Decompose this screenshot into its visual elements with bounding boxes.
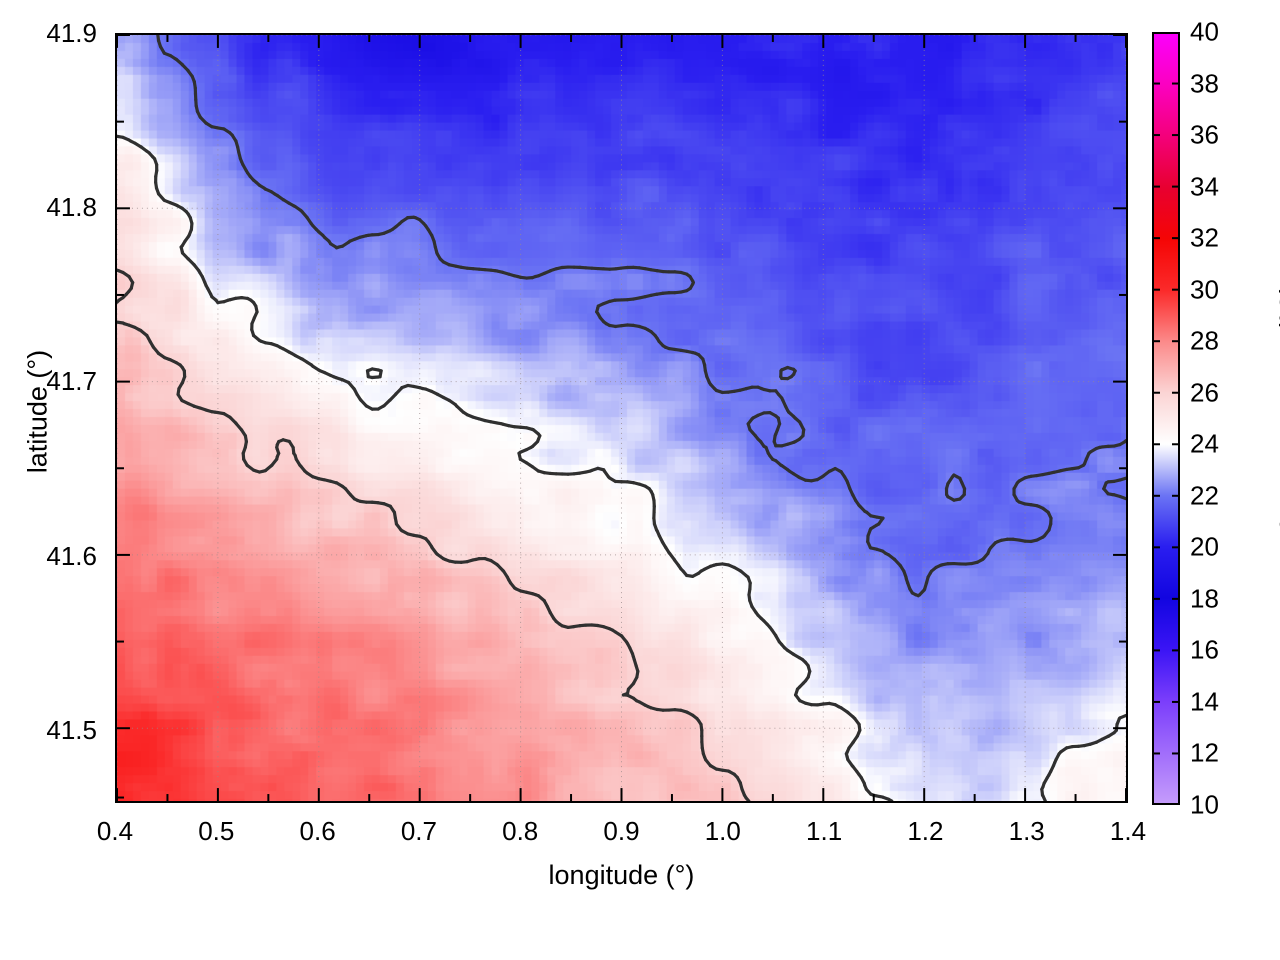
x-tick-label: 0.7 [400,816,437,846]
x-axis-label: longitude (°) [548,860,695,890]
colorbar-tick-label: 24 [1190,428,1219,459]
plot-area [115,33,1128,803]
colorbar-label: 50m-temperature (°C) [1274,284,1280,547]
colorbar-gradient [1152,32,1180,805]
colorbar-tick-label: 14 [1190,686,1219,717]
gridlines [117,35,1126,801]
colorbar [1152,32,1180,805]
y-tick-label: 41.9 [46,18,97,48]
x-tick-label: 1.4 [1109,816,1147,846]
x-tick-label: 1.2 [907,816,944,846]
contour-lines [117,35,1126,801]
x-tick-label: 1.3 [1008,816,1045,846]
y-axis-label: latitude (°) [22,349,53,474]
y-tick-label: 41.8 [46,192,97,223]
x-tick-label: 0.8 [502,816,539,846]
colorbar-tick-label: 28 [1190,325,1219,356]
colorbar-tick-label: 20 [1190,531,1219,562]
colorbar-tick-label: 34 [1190,171,1219,202]
colorbar-tick-label: 32 [1190,222,1219,253]
colorbar-tick-label: 26 [1190,377,1219,408]
colorbar-tick-label: 40 [1190,16,1219,47]
y-tick-label: 41.6 [46,540,97,571]
colorbar-tick-label: 16 [1190,634,1219,665]
x-tick-label: 1.0 [704,816,741,846]
x-tick-label: 0.5 [198,816,235,846]
y-tick-label: 41.7 [46,366,97,397]
colorbar-tick-label: 36 [1190,119,1219,150]
y-tick-label: 41.5 [46,714,97,745]
colorbar-tick-label: 18 [1190,583,1219,614]
x-tick-label: 0.4 [96,816,134,846]
x-tick-label: 0.9 [603,816,640,846]
colorbar-tick-label: 12 [1190,737,1219,768]
x-tick-label: 0.6 [299,816,336,846]
x-tick-label: 1.1 [806,816,843,846]
colorbar-tick-label: 38 [1190,68,1219,99]
colorbar-tick-label: 22 [1190,480,1219,511]
colorbar-tick-label: 10 [1190,789,1219,820]
colorbar-tick-marks [1152,82,1180,755]
colorbar-tick-label: 30 [1190,274,1219,305]
axis-tick-marks [117,35,1126,801]
